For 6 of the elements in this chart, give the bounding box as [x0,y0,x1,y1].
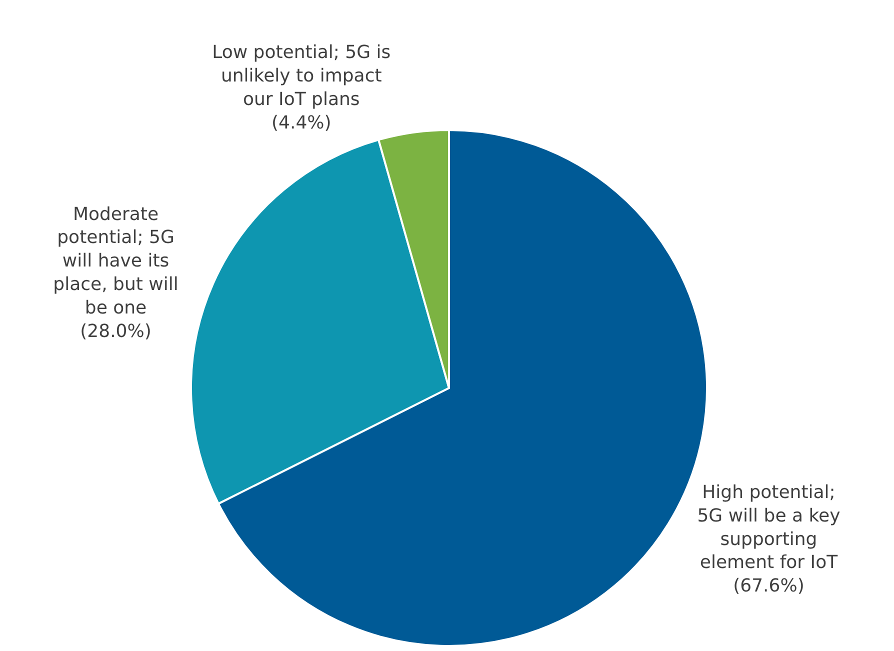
data-label: (4.4%) [271,112,332,134]
slice-label: Low potential; 5G is unlikely to impact our IoT plans [212,42,391,110]
slice-label: Moderate potential; 5G will have its place, but will be one [53,204,178,318]
slice-label: High potential; 5G will be a key supporting element for IoT [697,482,841,574]
data-label: (67.6%) [733,576,804,597]
data-label: (28.0%) [80,320,152,342]
